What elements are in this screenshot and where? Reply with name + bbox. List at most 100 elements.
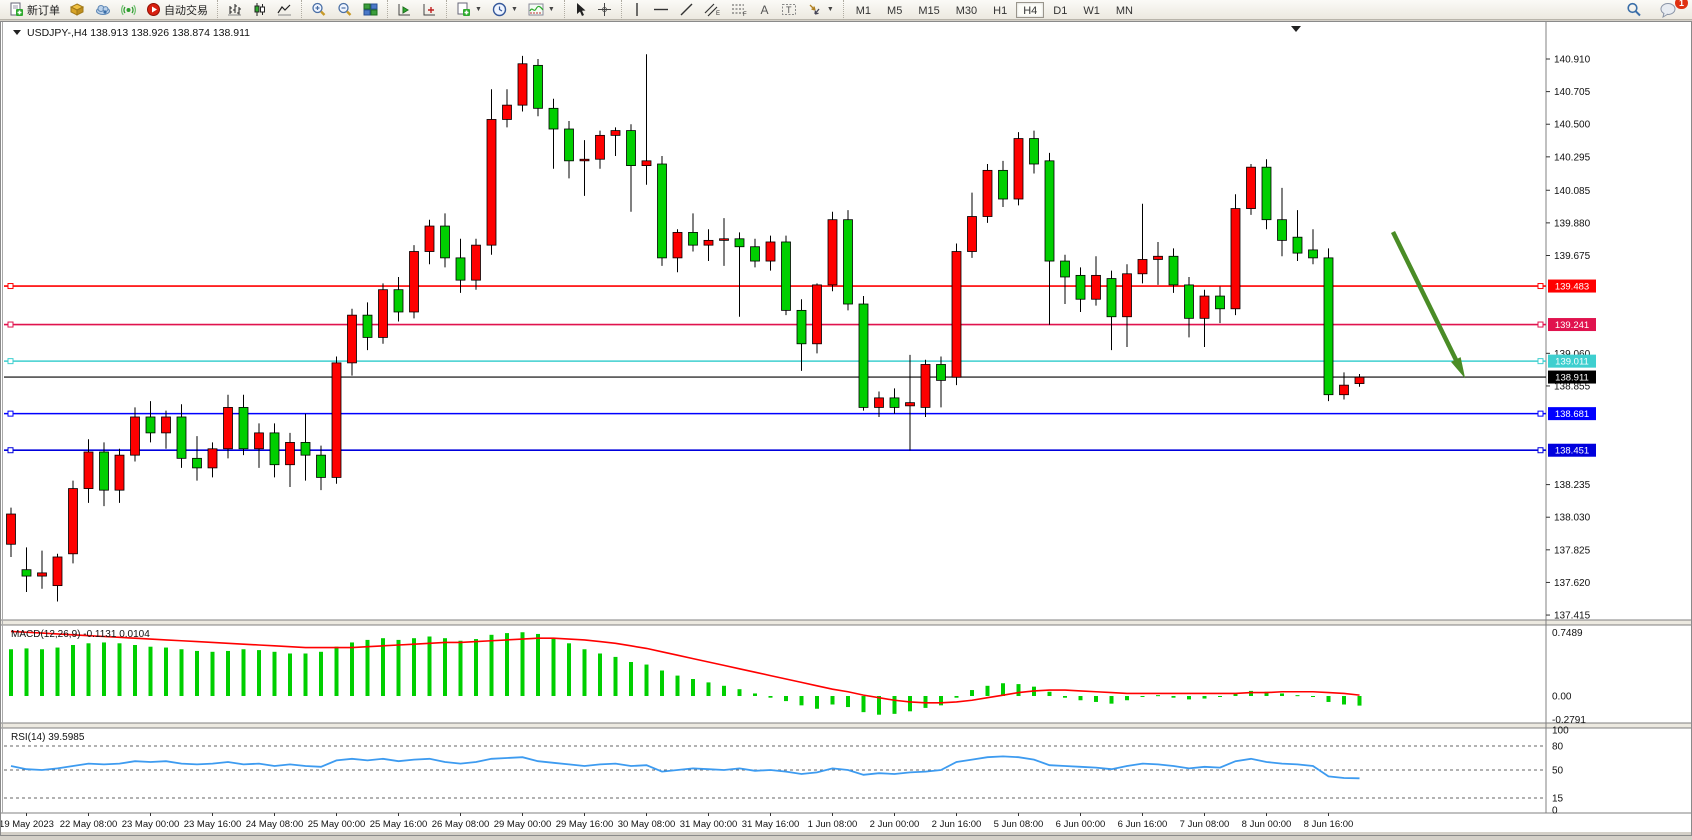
hline-handle[interactable] xyxy=(7,321,14,328)
cube-icon-button[interactable] xyxy=(65,1,90,19)
chart-shift-marker[interactable] xyxy=(1291,26,1301,32)
hline-handle[interactable] xyxy=(7,283,14,290)
hline-handle[interactable] xyxy=(7,410,14,417)
bar-chart-button[interactable] xyxy=(222,1,247,19)
candle xyxy=(300,413,311,481)
hline-handle[interactable] xyxy=(1537,283,1544,290)
tf-button-W1[interactable]: W1 xyxy=(1083,4,1100,17)
candle xyxy=(533,59,543,117)
chart-window[interactable]: 140.910 140.705 140.500 140.295 140.085 139.8… xyxy=(0,21,1692,836)
hline-handle[interactable] xyxy=(1537,358,1544,365)
macd-bar xyxy=(288,653,292,696)
cloud-icon-button[interactable] xyxy=(90,1,116,19)
svg-text:138.681: 138.681 xyxy=(1555,409,1589,420)
trendline-button[interactable] xyxy=(674,1,699,19)
symbol-collapse-icon[interactable] xyxy=(13,30,21,35)
tf-button-M1[interactable]: M1 xyxy=(855,4,872,17)
candle xyxy=(145,401,156,443)
tf-button-H4[interactable]: H4 xyxy=(1016,1,1045,18)
timeframe-menu-button[interactable]: ▼ xyxy=(487,1,523,19)
candle xyxy=(936,356,946,408)
vertical-line-button[interactable] xyxy=(626,1,648,19)
tile-windows-button[interactable] xyxy=(358,1,383,19)
rsi-label: RSI(14) 39.5985 xyxy=(11,732,85,743)
cursor-button[interactable] xyxy=(569,1,592,19)
hline-handle[interactable] xyxy=(7,447,14,454)
macd-bar xyxy=(241,649,246,696)
price-chart[interactable]: 140.910 140.705 140.500 140.295 140.085 139.8… xyxy=(0,22,1691,835)
time-label: 19 May 2023 xyxy=(1,819,54,830)
candle xyxy=(176,404,187,468)
hline-handle[interactable] xyxy=(1537,447,1544,454)
new-order-button[interactable]: 新订单 xyxy=(4,1,65,19)
indicators-icon xyxy=(528,2,544,17)
annotation-arrow-head[interactable] xyxy=(1450,357,1466,379)
macd-bar xyxy=(1202,696,1207,699)
time-label: 8 Jun 00:00 xyxy=(1242,819,1292,830)
macd-bar xyxy=(644,664,649,696)
candlestick-chart-button[interactable] xyxy=(247,1,272,19)
candle xyxy=(502,89,512,128)
macd-bar xyxy=(567,643,571,696)
horizontal-line-icon xyxy=(653,2,669,17)
chat-button[interactable]: 1 xyxy=(1655,0,1688,19)
macd-bar xyxy=(1094,696,1098,702)
zoom-out-button[interactable] xyxy=(332,1,358,19)
candle xyxy=(1060,254,1070,305)
macd-signal-line xyxy=(10,630,1360,704)
indicators-menu-button[interactable]: ▼ xyxy=(523,1,560,19)
channel-icon: E xyxy=(704,2,721,17)
annotation-arrow[interactable] xyxy=(1390,231,1462,367)
zoom-in-button[interactable] xyxy=(306,1,332,19)
fibonacci-icon: F xyxy=(731,2,748,17)
text-label-button[interactable]: T xyxy=(776,1,802,19)
time-label: 25 May 16:00 xyxy=(370,819,428,830)
tf-button-M15[interactable]: M15 xyxy=(918,4,940,17)
channel-button[interactable]: E xyxy=(699,1,726,19)
tf-button-D1[interactable]: D1 xyxy=(1053,4,1068,17)
line-chart-button[interactable] xyxy=(272,1,297,19)
macd-bar xyxy=(706,682,711,696)
macd-bar xyxy=(908,696,912,712)
chart-autoscroll-button[interactable] xyxy=(392,1,417,19)
candle xyxy=(68,480,78,564)
tf-button-MN[interactable]: MN xyxy=(1115,4,1133,17)
macd-bar xyxy=(40,649,44,696)
candle xyxy=(564,121,574,179)
macd-bar xyxy=(536,633,540,696)
arrows-menu-button[interactable]: ▼ xyxy=(802,1,839,19)
hline-price-label xyxy=(1548,443,1596,457)
chart-shift-button[interactable] xyxy=(417,1,442,19)
macd-bar xyxy=(613,656,618,696)
candle xyxy=(223,394,233,459)
tf-button-H1[interactable]: H1 xyxy=(993,4,1008,17)
time-label: 25 May 00:00 xyxy=(308,819,366,830)
macd-bar xyxy=(55,647,60,696)
search-button[interactable] xyxy=(1621,1,1647,19)
candle xyxy=(440,213,450,268)
macd-bar xyxy=(226,650,230,696)
autotrade-button[interactable]: 自动交易 xyxy=(141,1,213,19)
tf-button-M30[interactable]: M30 xyxy=(955,4,978,17)
tf-button-M5[interactable]: M5 xyxy=(887,4,903,17)
candle xyxy=(393,276,404,322)
macd-bar xyxy=(9,649,13,696)
macd-bar xyxy=(1311,696,1315,697)
hline-handle[interactable] xyxy=(1537,321,1544,328)
chevron-down-icon: ▼ xyxy=(547,6,555,13)
crosshair-button[interactable] xyxy=(592,1,617,19)
signal-icon-button[interactable] xyxy=(116,1,141,19)
macd-bar xyxy=(923,696,928,708)
horizontal-line-button[interactable] xyxy=(648,1,674,19)
fibonacci-button[interactable]: F xyxy=(726,1,753,19)
rsi-axis-label: 50 xyxy=(1552,766,1564,777)
zoom-in-icon xyxy=(311,2,327,17)
new-chart-menu-button[interactable]: ▼ xyxy=(451,1,487,19)
candle xyxy=(734,232,745,317)
hline-handle[interactable] xyxy=(7,358,14,365)
text-button[interactable]: A xyxy=(753,1,776,19)
candle xyxy=(471,238,481,290)
hline-handle[interactable] xyxy=(1537,410,1544,417)
candle xyxy=(37,550,47,589)
time-label: 7 Jun 08:00 xyxy=(1180,819,1230,830)
